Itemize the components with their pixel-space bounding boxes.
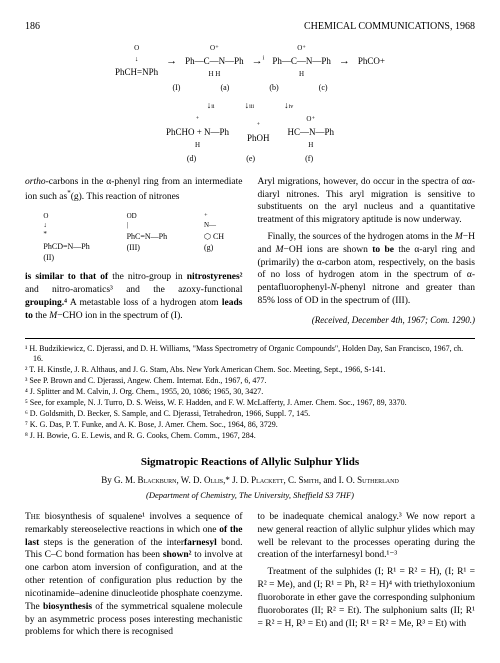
label-c: (c) xyxy=(319,82,328,95)
label-b: (b) xyxy=(269,82,278,95)
structures-inline: O↓* PhCD=N—Ph (II) OD| PhC=N—Ph (III) ⁺N… xyxy=(25,212,243,264)
page-number: 186 xyxy=(25,20,40,33)
article2-left-p1: The biosynthesis of squalene¹ involves a… xyxy=(25,511,243,639)
compound-d: ⁺ PhCHO + N—Ph H xyxy=(166,114,229,151)
arrow-3: → xyxy=(339,53,350,71)
structure-g: ⁺N— ⬡ CH (g) xyxy=(204,212,224,264)
received-date: (Received, December 4th, 1967; Com. 1290… xyxy=(258,314,476,326)
structure-III: OD| PhC=N—Ph (III) xyxy=(127,212,168,264)
arrow-1: → xyxy=(166,53,177,71)
label-I: (I) xyxy=(172,82,180,95)
label-d: (d) xyxy=(187,153,196,166)
left-para-1: ortho-carbons in the α-phenyl ring from … xyxy=(25,176,243,204)
compound-a: O⁺ Ph—C—N—Ph H H xyxy=(185,43,244,80)
compound-c: PhCO+ xyxy=(358,54,385,68)
compound-I: O ↓ PhCH=NPh xyxy=(115,43,158,80)
arrow-i: →i xyxy=(252,53,265,71)
article-title: Sigmatropic Reactions of Allylic Sulphur… xyxy=(25,455,475,469)
ref-6: ⁶ D. Goldsmith, D. Becker, S. Sample, an… xyxy=(25,409,475,419)
right-para-1: Aryl migrations, however, do occur in th… xyxy=(258,176,476,227)
ref-8: ⁸ J. H. Bowie, G. E. Lewis, and R. G. Co… xyxy=(25,431,475,441)
path-iii: ↓iii xyxy=(245,98,255,113)
compound-e: ⁺ PhOH xyxy=(247,120,270,146)
structure-II: O↓* PhCD=N—Ph (II) xyxy=(43,212,89,264)
article-affiliation: (Department of Chemistry, The University… xyxy=(25,490,475,501)
journal-name: CHEMICAL COMMUNICATIONS, 1968 xyxy=(304,20,475,33)
article-authors: By G. M. Blackburn, W. D. Ollis,* J. D. … xyxy=(25,475,475,487)
references-block: ¹ H. Budzikiewicz, C. Djerassi, and D. H… xyxy=(25,338,475,441)
compound-f: O⁺ HC—N—Ph H xyxy=(288,114,335,151)
path-iv: ↓iv xyxy=(284,98,293,113)
reaction-scheme: O ↓ PhCH=NPh → O⁺ Ph—C—N—Ph H H →i O⁺ Ph… xyxy=(25,43,475,166)
compound-b: O⁺ Ph—C—N—Ph H xyxy=(272,43,331,80)
label-a: (a) xyxy=(220,82,229,95)
ref-1: ¹ H. Budzikiewicz, C. Djerassi, and D. H… xyxy=(25,344,475,364)
ref-2: ² T. H. Kinstle, J. R. Althaus, and J. G… xyxy=(25,365,475,375)
left-para-2: is similar to that of the nitro-group in… xyxy=(25,271,243,322)
path-ii: ↓ii xyxy=(207,98,215,113)
label-f: (f) xyxy=(305,153,313,166)
label-e: (e) xyxy=(246,153,255,166)
article2-right-p1: to be inadequate chemical analogy.³ We n… xyxy=(258,511,476,562)
ref-7: ⁷ K. G. Das, P. T. Funke, and A. K. Bose… xyxy=(25,420,475,430)
article2-right-p2: Treatment of the sulphides (I; R¹ = R² =… xyxy=(258,566,476,630)
right-para-2: Finally, the sources of the hydrogen ato… xyxy=(258,231,476,308)
ref-4: ⁴ J. Splitter and M. Calvin, J. Org. Che… xyxy=(25,387,475,397)
ref-3: ³ See P. Brown and C. Djerassi, Angew. C… xyxy=(25,376,475,386)
ref-5: ⁵ See, for example, N. J. Turro, D. S. W… xyxy=(25,398,475,408)
